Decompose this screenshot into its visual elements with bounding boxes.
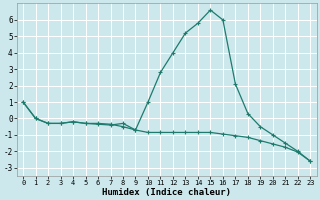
X-axis label: Humidex (Indice chaleur): Humidex (Indice chaleur) bbox=[102, 188, 231, 197]
